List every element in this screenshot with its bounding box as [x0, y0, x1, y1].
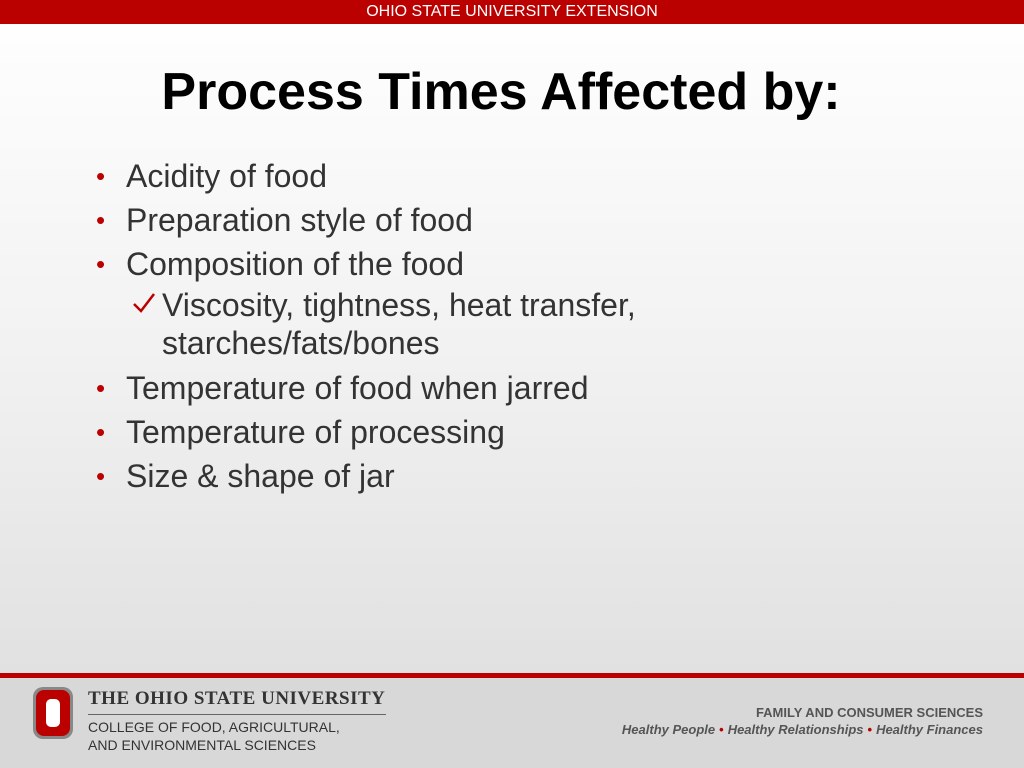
bullet-text: Acidity of food	[126, 158, 327, 194]
sub-item: Viscosity, tightness, heat transfer, sta…	[126, 286, 682, 362]
bullet-item: Temperature of food when jarred	[96, 366, 682, 410]
department: FAMILY AND CONSUMER SCIENCES	[755, 705, 983, 720]
rule	[88, 714, 386, 715]
bullet-item: Preparation style of food	[96, 198, 682, 242]
taglines: Healthy People • Healthy Relationships • Hea…	[622, 722, 983, 737]
separator: •	[867, 722, 873, 737]
bullet-text: Composition of the food	[126, 246, 464, 282]
checkmark	[133, 293, 155, 313]
divider	[0, 673, 1024, 678]
college-name: COLLEGE OF FOOD, AGRICULTURAL,	[88, 719, 340, 735]
bullet-text: Preparation style of food	[126, 202, 473, 238]
sub-item-text: Viscosity, tightness, heat transfer, sta…	[162, 287, 636, 361]
bullet-text: Size & shape of jar	[126, 458, 395, 494]
slide-title: Process Times Affected by:	[161, 63, 841, 121]
bullet-item: Size & shape of jar	[96, 454, 682, 498]
college-name: AND ENVIRONMENTAL SCIENCES	[88, 737, 316, 753]
logo	[33, 687, 73, 739]
bullet-item: Composition of the food Viscosity, tightn…	[96, 242, 682, 362]
bullet-item: Acidity of food	[96, 154, 682, 198]
bullet-item: Temperature of processing	[96, 410, 682, 454]
separator: •	[719, 722, 724, 737]
bullet-text: Temperature of processing	[126, 414, 505, 450]
bullet-list: Acidity of food Preparation style of food…	[96, 154, 682, 498]
footer: THE OHIO STATE UNIVERSITY COLLEGE OF FOO…	[0, 678, 1024, 768]
university-name: THE OHIO STATE UNIVERSITY	[88, 688, 386, 709]
tagline: Healthy Finances	[876, 722, 983, 737]
tagline: Healthy People	[621, 722, 716, 737]
tagline: Healthy Relationships	[727, 722, 864, 737]
sub-list: Viscosity, tightness, heat transfer, sta…	[126, 286, 682, 362]
banner: OHIO STATE UNIVERSITY EXTENSION	[0, 0, 1024, 24]
bullet-text: Temperature of food when jarred	[126, 370, 589, 406]
